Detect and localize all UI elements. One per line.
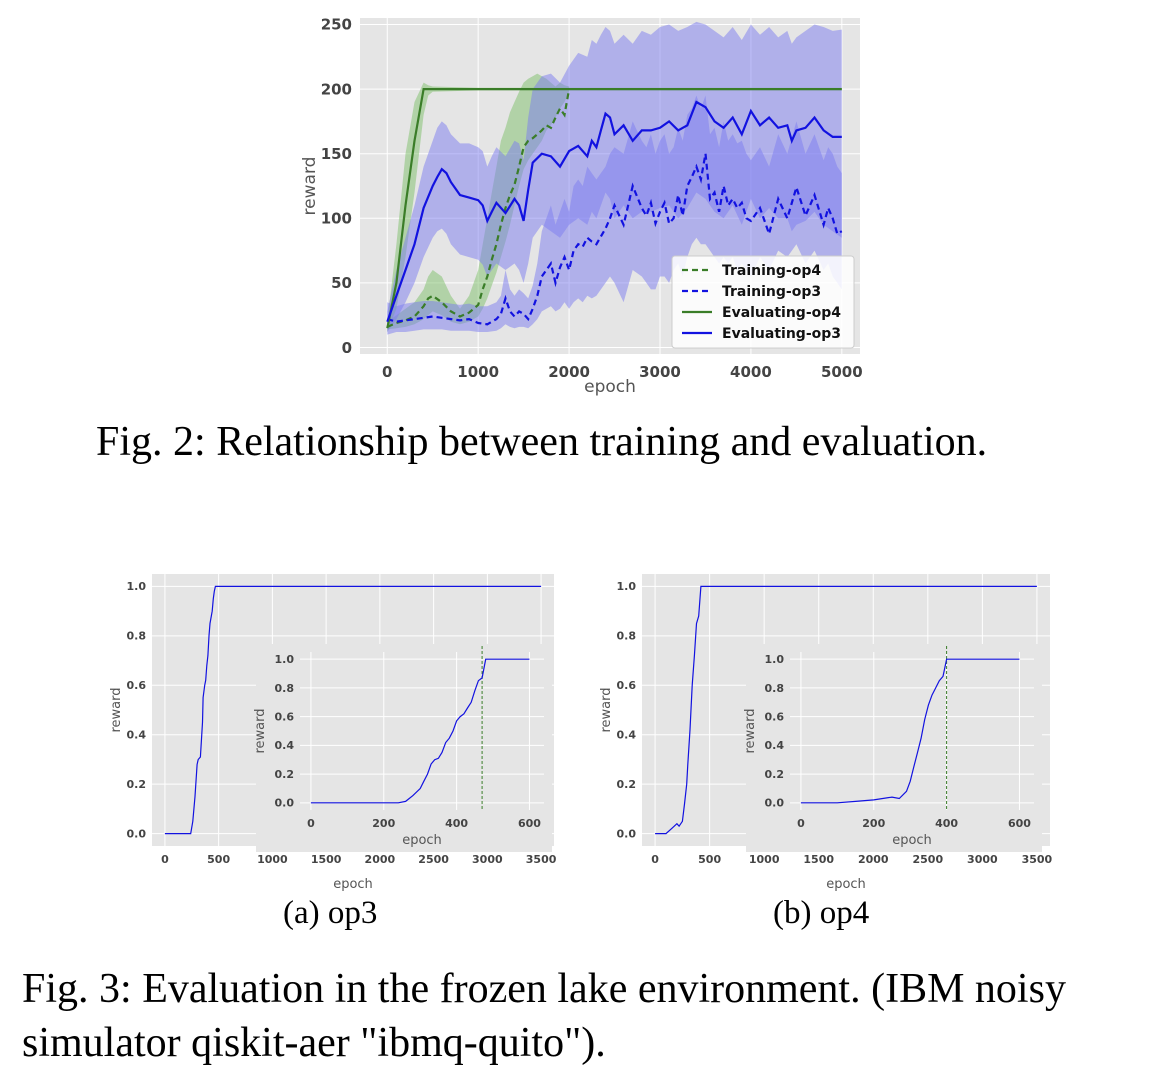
x-tick-label: 400 (935, 817, 958, 830)
series-evaluating-op4 (386, 88, 842, 329)
x-tick-label: 200 (862, 817, 885, 830)
y-tick-label: 0.2 (765, 768, 785, 781)
figure-3-caption: Fig. 3: Evaluation in the frozen lake en… (22, 966, 1066, 1066)
x-tick-label: 4000 (730, 363, 772, 381)
figure-3a-subcaption: (a) op3 (283, 895, 378, 931)
y-tick-label: 0 (342, 339, 352, 357)
y-tick-label: 0.2 (275, 768, 295, 781)
plot-area (300, 652, 544, 810)
x-tick-label: 600 (518, 817, 541, 830)
y-tick-label: 50 (331, 274, 352, 292)
y-axis-label: reward (253, 708, 268, 753)
y-tick-label: 0.6 (275, 710, 295, 723)
x-tick-label: 2500 (418, 853, 449, 866)
inset-reward-line (800, 658, 1020, 804)
reward-line (655, 585, 1037, 835)
x-axis-label: epoch (826, 877, 866, 892)
y-tick-label: 250 (321, 16, 352, 34)
y-tick-label: 0.0 (617, 827, 637, 840)
legend-box (671, 255, 855, 349)
x-tick-label: 600 (1008, 817, 1031, 830)
series-evaluating-op3 (386, 100, 842, 323)
y-tick-label: 0.2 (127, 778, 147, 791)
y-tick-label: 200 (321, 80, 352, 98)
y-tick-label: 0.0 (127, 827, 147, 840)
x-tick-label: 1500 (311, 853, 342, 866)
x-tick-label: 3000 (472, 853, 503, 866)
y-tick-label: 0.0 (275, 797, 295, 810)
band-evaluating-op3 (387, 21, 842, 333)
y-tick-label: 0.6 (617, 679, 637, 692)
legend-label: Training-op3 (722, 284, 821, 300)
y-axis-label: reward (599, 687, 614, 732)
x-tick-label: 2000 (858, 853, 889, 866)
legend-label: Evaluating-op3 (722, 326, 841, 342)
x-tick-label: 0 (797, 817, 805, 830)
y-axis-label: reward (109, 687, 124, 732)
x-tick-label: 1500 (803, 853, 834, 866)
y-tick-label: 0.2 (617, 778, 637, 791)
y-tick-label: 100 (321, 210, 352, 228)
x-tick-label: 3000 (639, 363, 681, 381)
x-tick-label: 1000 (457, 363, 499, 381)
x-axis-label: epoch (892, 833, 932, 848)
x-tick-label: 3000 (967, 853, 998, 866)
y-axis-label: reward (300, 157, 320, 216)
y-tick-label: 0.8 (275, 682, 295, 695)
x-tick-label: 2000 (365, 853, 396, 866)
x-tick-label: 5000 (821, 363, 863, 381)
x-tick-label: 1000 (257, 853, 288, 866)
y-tick-label: 0.6 (765, 710, 785, 723)
legend: Training-op4 Training-op3 Evaluating-op4 Ev… (671, 255, 855, 349)
x-tick-label: 0 (382, 363, 392, 381)
legend-label: Evaluating-op4 (722, 305, 841, 321)
y-tick-label: 1.0 (275, 653, 295, 666)
y-tick-label: 0.4 (765, 739, 785, 752)
legend-label: Training-op4 (722, 263, 821, 279)
y-tick-label: 1.0 (127, 580, 147, 593)
x-axis-label: epoch (584, 377, 636, 397)
x-axis-label: epoch (333, 877, 373, 892)
y-tick-label: 0.8 (617, 630, 637, 643)
x-tick-label: 0 (161, 853, 169, 866)
x-tick-label: 0 (307, 817, 315, 830)
x-tick-label: 400 (445, 817, 468, 830)
y-tick-label: 0.4 (617, 729, 637, 742)
y-axis-label: reward (743, 708, 758, 753)
inset-reward-line (310, 658, 530, 804)
fig3a_inset-plot: 0 200 400 600 0.0 0.2 0.4 0.6 0.8 1.0 epoch reward (253, 646, 544, 848)
figure-3b-subcaption: (b) op4 (773, 895, 870, 931)
y-tick-label: 0.4 (127, 729, 147, 742)
y-tick-label: 0.8 (127, 630, 147, 643)
x-tick-label: 500 (207, 853, 230, 866)
y-tick-label: 1.0 (617, 580, 637, 593)
figure-2-caption: Fig. 2: Relationship between training an… (96, 419, 988, 465)
fig3b_inset-plot: 0 200 400 600 0.0 0.2 0.4 0.6 0.8 1.0 epoch reward (743, 646, 1034, 848)
y-tick-label: 150 (321, 145, 352, 163)
y-tick-label: 0.6 (127, 679, 147, 692)
x-axis-label: epoch (402, 833, 442, 848)
fig2-plot: 0 1000 2000 3000 4000 5000 0 50 100 150 200 250 epoc… (300, 16, 863, 397)
y-tick-label: 0.4 (275, 739, 295, 752)
y-tick-label: 0.0 (765, 797, 785, 810)
series-training-op3 (386, 153, 843, 326)
y-tick-label: 1.0 (765, 653, 785, 666)
figure-2-chart: 0 1000 2000 3000 4000 5000 0 50 100 150 200 250 epoc… (300, 16, 863, 397)
reward-line (164, 585, 542, 835)
plot-area (790, 652, 1034, 810)
figure-3-charts: 0 500 1000 1500 2000 2500 3000 35000.00.20.40.6… (109, 574, 1053, 892)
x-tick-label: 2500 (913, 853, 944, 866)
x-tick-label: 3500 (1022, 853, 1053, 866)
x-tick-label: 500 (698, 853, 721, 866)
band-training-op4 (387, 73, 570, 330)
x-tick-label: 0 (651, 853, 659, 866)
x-tick-label: 3500 (526, 853, 557, 866)
x-tick-label: 2000 (548, 363, 590, 381)
x-tick-label: 200 (372, 817, 395, 830)
y-tick-label: 0.8 (765, 682, 785, 695)
x-tick-label: 1000 (749, 853, 780, 866)
